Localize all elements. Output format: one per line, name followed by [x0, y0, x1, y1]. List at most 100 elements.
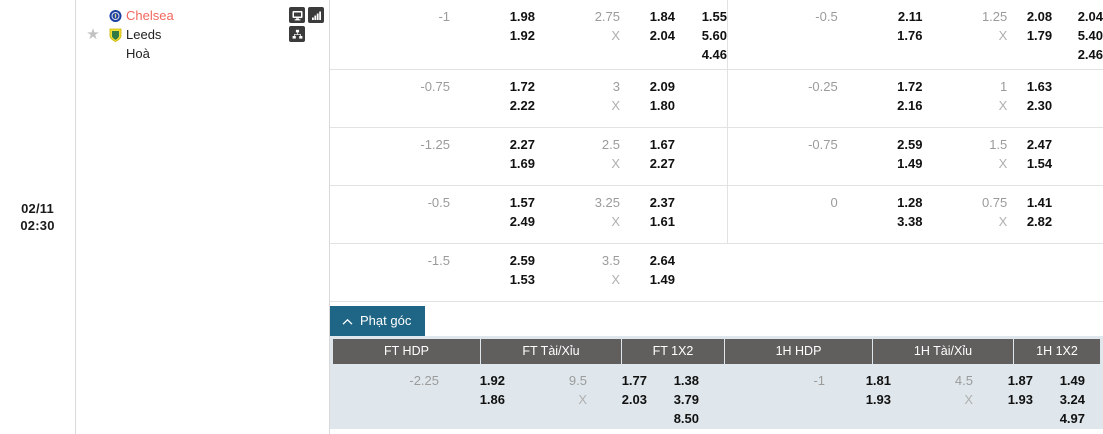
corner-1h-hdp-odds-cell[interactable]: 1.81 1.93	[825, 364, 891, 429]
tab-corner-kicks[interactable]: Phạt góc	[330, 306, 426, 336]
away-team-row[interactable]: ★ Leeds	[76, 25, 329, 44]
ft-hdp-away-odds: 1.92	[509, 28, 535, 43]
fh-ou-over-odds: 2.08	[1026, 9, 1053, 24]
fh-hdp-home-odds: 2.11	[897, 9, 923, 24]
fh-ou-odds-cell[interactable]: 2.47 1.54	[1007, 128, 1052, 185]
fh-ou-odds-cell[interactable]: 2.08 1.79	[1007, 0, 1052, 69]
ft-ou-x: X	[611, 214, 620, 229]
ft-section: -0.5 1.57 2.49 3.25 X 2.37 1.61	[330, 186, 727, 243]
ft-hdp-odds-cell[interactable]: 2.59 1.53	[450, 244, 535, 301]
ft-hdp-odds-cell[interactable]: 1.57 2.49	[450, 186, 535, 243]
ft-ou-over-odds: 2.09	[649, 79, 675, 94]
ft-ou-under-odds: 2.27	[649, 156, 675, 171]
ft-hdp-line-cell[interactable]: -0.5	[330, 186, 450, 243]
fh-ou-line-cell[interactable]: 1 X	[922, 70, 1008, 127]
corner-tabs-strip: Phạt góc	[330, 306, 1103, 336]
corner-ft-hdp-line-cell[interactable]: -2.25	[333, 364, 439, 429]
favorite-star-button[interactable]: ★	[82, 27, 104, 42]
fh-hdp-line-cell[interactable]: 0	[728, 186, 838, 243]
ft-1x2-home: 1.55	[701, 9, 727, 24]
ft-section: -1 1.98 1.92 2.75 X 1.84 2.04 1.55 5.	[330, 0, 727, 69]
fh-section-empty	[727, 244, 1103, 301]
fh-hdp-home-odds: 2.59	[897, 137, 923, 152]
monitor-icon-button[interactable]	[289, 7, 305, 23]
fh-section: 0 1.28 3.38 0.75 X 1.41 2.82	[727, 186, 1103, 243]
ft-hdp-away-odds: 1.53	[509, 272, 535, 287]
home-team-crest	[104, 9, 126, 23]
fh-ou-under-odds: 1.54	[1026, 156, 1053, 171]
ft-ou-line: 3.25	[594, 195, 620, 210]
fh-hdp-odds-cell[interactable]: 2.11 1.76	[838, 0, 923, 69]
ft-hdp-away-odds: 2.22	[509, 98, 535, 113]
match-tool-icons	[289, 7, 329, 45]
fh-section: -0.75 2.59 1.49 1.5 X 2.47 1.54	[727, 128, 1103, 185]
fh-ou-line-cell[interactable]: 0.75 X	[922, 186, 1007, 243]
fh-hdp-line-cell[interactable]: -0.5	[728, 0, 838, 69]
ft-1x2-cell	[675, 186, 727, 243]
corner-ft-hdp-odds-cell[interactable]: 1.92 1.86	[439, 364, 505, 429]
fh-hdp-odds-cell[interactable]: 2.59 1.49	[838, 128, 923, 185]
corner-ft-1x2-cell[interactable]: 1.38 3.79 8.50	[647, 364, 699, 429]
fh-ou-x: X	[998, 98, 1008, 113]
corner-1h-ou-odds-cell[interactable]: 1.87 1.93	[973, 364, 1033, 429]
fh-hdp-line-cell[interactable]: -0.75	[728, 128, 838, 185]
corner-1h-1x2-cell[interactable]: 1.49 3.24 4.97	[1033, 364, 1085, 429]
ft-ou-odds-cell[interactable]: 1.84 2.04	[620, 0, 675, 69]
ft-hdp-line: -0.75	[420, 79, 450, 94]
corner-header-row: FT HDP FT Tài/Xỉu FT 1X2 1H HDP 1H Tài/X…	[333, 339, 1100, 364]
ft-hdp-line-cell[interactable]: -1	[330, 0, 450, 69]
ft-hdp-line-cell[interactable]: -1.5	[330, 244, 450, 301]
fh-ou-odds-cell[interactable]: 1.41 2.82	[1007, 186, 1052, 243]
fh-hdp-line: -0.5	[815, 9, 838, 24]
corner-1h-1x2-draw: 3.24	[1059, 392, 1085, 407]
ft-hdp-odds-cell[interactable]: 1.98 1.92	[450, 0, 535, 69]
ft-ou-x: X	[611, 98, 620, 113]
fh-ou-line-cell[interactable]: 1.25 X	[922, 0, 1007, 69]
fh-ou-over-odds: 2.47	[1026, 137, 1053, 152]
header-ft-hdp: FT HDP	[333, 339, 481, 364]
ft-ou-x: X	[611, 272, 620, 287]
fh-hdp-line: -0.75	[808, 137, 838, 152]
corner-1h-1x2-home: 1.49	[1059, 373, 1085, 388]
fh-hdp-line-cell[interactable]: -0.25	[728, 70, 838, 127]
home-team-row[interactable]: Chelsea	[76, 6, 329, 25]
corner-1h-hdp-line: -1	[813, 373, 825, 388]
stats-bar-icon-button[interactable]	[308, 7, 324, 23]
match-date: 02/11	[21, 201, 54, 216]
ft-hdp-odds-cell[interactable]: 2.27 1.69	[450, 128, 535, 185]
ft-ou-odds-cell[interactable]: 2.09 1.80	[620, 70, 675, 127]
fh-hdp-odds-cell[interactable]: 1.28 3.38	[838, 186, 922, 243]
ft-ou-odds-cell[interactable]: 1.67 2.27	[620, 128, 675, 185]
corner-1h-ou-line-cell[interactable]: 4.5 X	[891, 364, 973, 429]
ft-ou-odds-cell[interactable]: 2.37 1.61	[620, 186, 675, 243]
fh-hdp-line: 0	[830, 195, 838, 210]
ft-ou-line-cell[interactable]: 3.25 X	[535, 186, 620, 243]
fh-hdp-odds-cell[interactable]: 1.72 2.16	[838, 70, 923, 127]
ft-ou-line: 2.5	[601, 137, 620, 152]
ft-ou-under-odds: 1.80	[649, 98, 675, 113]
ft-ou-line-cell[interactable]: 2.75 X	[535, 0, 620, 69]
away-team-crest	[104, 28, 126, 42]
corner-ft-ou-over-odds: 1.77	[621, 373, 647, 388]
ft-ou-line-cell[interactable]: 2.5 X	[535, 128, 620, 185]
corner-1h-hdp-line-cell[interactable]: -1	[719, 364, 825, 429]
fh-ou-line-cell[interactable]: 1.5 X	[922, 128, 1007, 185]
ft-ou-line-cell[interactable]: 3.5 X	[535, 244, 620, 301]
corner-ft-ou-line-cell[interactable]: 9.5 X	[505, 364, 587, 429]
fh-ou-odds-cell[interactable]: 1.63 2.30	[1007, 70, 1052, 127]
ft-hdp-line-cell[interactable]: -0.75	[330, 70, 450, 127]
fh-hdp-away-odds: 2.16	[897, 98, 923, 113]
corner-ft-hdp-home-odds: 1.92	[479, 373, 505, 388]
odds-row: -0.5 1.57 2.49 3.25 X 2.37 1.61 0	[330, 186, 1103, 244]
stats-bar-icon	[311, 10, 322, 21]
sitemap-icon-button[interactable]	[289, 26, 305, 42]
ft-ou-odds-cell[interactable]: 2.64 1.49	[620, 244, 675, 301]
fh-1x2-cell[interactable]: 2.04 5.40 2.46	[1052, 0, 1103, 69]
ft-hdp-odds-cell[interactable]: 1.72 2.22	[450, 70, 535, 127]
ft-hdp-away-odds: 1.69	[509, 156, 535, 171]
corner-ft-ou-odds-cell[interactable]: 1.77 2.03	[587, 364, 647, 429]
ft-hdp-line-cell[interactable]: -1.25	[330, 128, 450, 185]
leeds-crest-icon	[109, 28, 122, 42]
ft-ou-line-cell[interactable]: 3 X	[535, 70, 620, 127]
ft-1x2-cell[interactable]: 1.55 5.60 4.46	[675, 0, 727, 69]
